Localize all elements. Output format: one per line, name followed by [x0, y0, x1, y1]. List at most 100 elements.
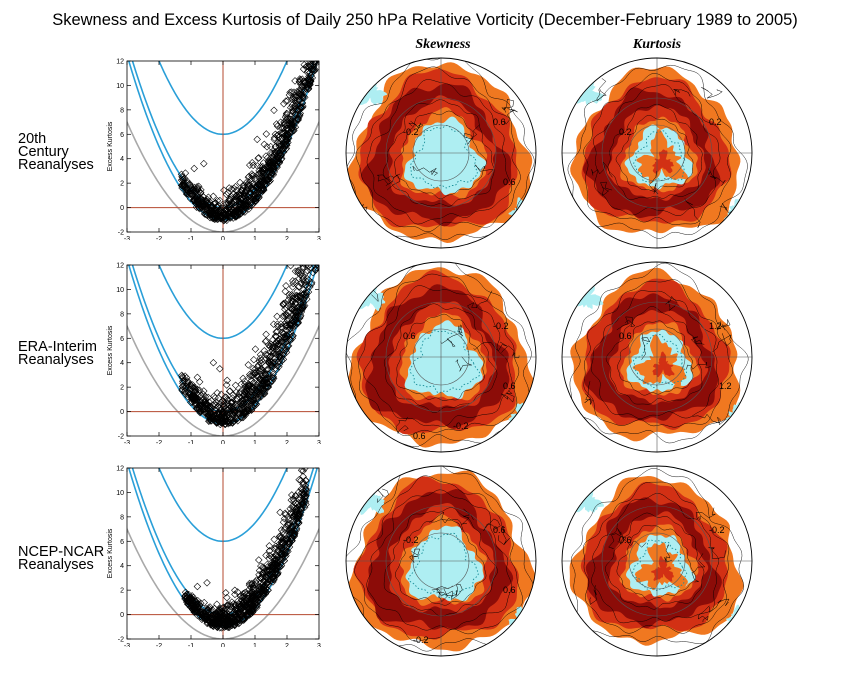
band-red-center	[652, 149, 674, 174]
data-point	[261, 376, 270, 384]
data-point	[241, 408, 250, 416]
data-point	[264, 379, 272, 387]
row-label-line: Century	[18, 144, 69, 160]
data-point	[181, 174, 189, 183]
data-point	[278, 134, 287, 142]
data-point	[308, 259, 315, 262]
data-point	[203, 199, 212, 208]
coastline	[431, 589, 449, 602]
y-tick-label: 6	[120, 336, 124, 343]
data-point	[288, 283, 297, 291]
row-label-line: ERA-Interim	[18, 339, 97, 355]
data-point	[270, 134, 279, 142]
data-point	[276, 533, 285, 542]
data-point	[217, 405, 226, 414]
data-point	[259, 170, 268, 178]
data-point	[253, 135, 261, 144]
data-point	[284, 312, 292, 320]
data-point	[257, 356, 266, 365]
data-point	[251, 391, 260, 399]
data-point	[273, 122, 282, 130]
data-point	[224, 614, 233, 622]
data-point	[268, 560, 277, 569]
data-point	[222, 381, 231, 389]
coastline	[455, 356, 472, 372]
y-tick-label: 4	[120, 563, 124, 570]
data-point	[222, 589, 230, 597]
contour-line	[366, 79, 512, 225]
gray-reference-curve	[127, 120, 319, 232]
row-label-era-interim: ERA-Interim Reanalyses	[18, 339, 97, 368]
data-point	[285, 526, 294, 535]
contour-label: -0.2	[709, 525, 725, 535]
data-point	[250, 580, 259, 589]
data-point	[286, 265, 295, 270]
data-point	[282, 334, 291, 343]
x-tick-label: 3	[317, 643, 321, 647]
data-point	[252, 598, 261, 607]
data-point	[211, 400, 219, 408]
data-point	[301, 462, 308, 468]
data-point	[263, 566, 271, 575]
data-point	[305, 55, 312, 60]
data-point	[292, 504, 301, 512]
data-point	[272, 328, 280, 336]
data-point	[205, 207, 214, 215]
data-point	[270, 106, 278, 115]
x-tick-label: 0	[221, 440, 225, 444]
contour-line	[583, 73, 732, 225]
contour-label: 0.2	[619, 127, 632, 137]
data-point	[220, 186, 228, 194]
row-label-20th-century: 20th Century Reanalyses	[18, 132, 94, 173]
data-point	[266, 352, 275, 361]
data-point	[230, 621, 239, 629]
data-point	[286, 88, 294, 97]
data-point	[261, 350, 270, 359]
map-field	[562, 262, 752, 452]
contour-label: 0.6	[503, 585, 516, 595]
y-tick-label: 8	[120, 107, 124, 114]
data-point	[288, 290, 296, 299]
data-point	[236, 205, 244, 214]
coastline	[584, 381, 593, 405]
data-point	[295, 102, 304, 110]
y-tick-label: 6	[120, 539, 124, 546]
data-point	[281, 145, 290, 154]
data-point	[237, 601, 245, 610]
dashed-contour	[633, 334, 687, 389]
coastline	[695, 507, 716, 521]
gray-reference-curve	[127, 527, 319, 639]
data-point	[230, 406, 238, 414]
data-point	[253, 590, 261, 598]
data-point	[228, 185, 236, 193]
data-point	[200, 159, 208, 168]
contour-line	[358, 273, 520, 436]
data-point	[209, 214, 218, 222]
contour-label: -0.2	[403, 127, 419, 137]
y-tick-label: 10	[116, 287, 124, 294]
data-point	[305, 276, 313, 284]
figure-title: Skewness and Excess Kurtosis of Daily 25…	[52, 11, 798, 29]
data-point	[255, 373, 263, 381]
data-point	[275, 363, 283, 371]
coastline	[409, 548, 421, 563]
data-point	[251, 174, 259, 183]
x-tick-label: -2	[156, 643, 162, 647]
data-point	[303, 68, 312, 77]
data-point	[194, 603, 202, 611]
data-point	[246, 161, 254, 169]
data-point	[213, 616, 222, 625]
data-point	[269, 320, 278, 328]
data-point	[201, 205, 209, 214]
data-point	[190, 164, 198, 173]
data-point	[186, 598, 194, 607]
data-point	[299, 274, 307, 283]
data-point	[311, 65, 319, 74]
data-point	[244, 179, 253, 187]
data-point	[302, 489, 310, 497]
data-point	[295, 61, 297, 62]
data-point	[221, 419, 230, 428]
coastline	[501, 99, 514, 113]
contour-line	[382, 99, 495, 207]
